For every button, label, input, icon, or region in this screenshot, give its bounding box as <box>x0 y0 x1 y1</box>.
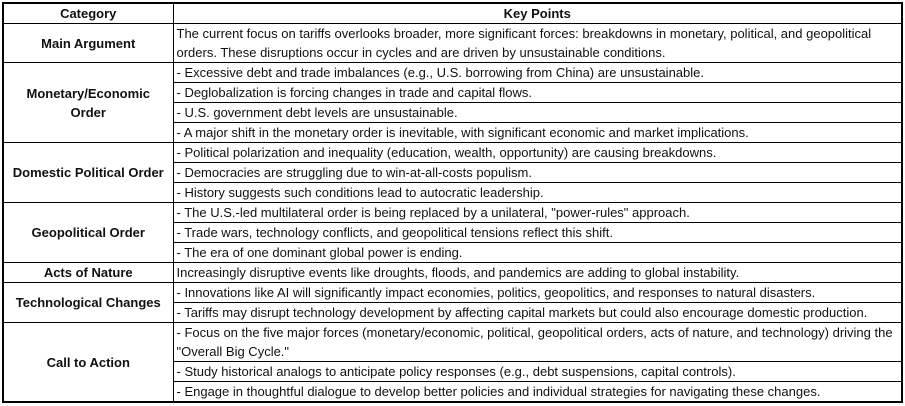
table-row: - Study historical analogs to anticipate… <box>3 361 903 382</box>
header-key-points: Key Points <box>172 2 903 24</box>
key-point-cell: - Trade wars, technology conflicts, and … <box>172 222 903 243</box>
category-cell: Technological Changes <box>2 282 174 323</box>
category-cell: Call to Action <box>2 322 174 403</box>
key-point-cell: - History suggests such conditions lead … <box>172 182 903 203</box>
key-point-cell: - A major shift in the monetary order is… <box>172 122 903 143</box>
key-point-cell: The current focus on tariffs overlooks b… <box>172 23 903 63</box>
key-point-cell: - Democracies are struggling due to win-… <box>172 162 903 183</box>
key-point-cell: Increasingly disruptive events like drou… <box>172 262 903 283</box>
key-point-cell: - Focus on the five major forces (moneta… <box>172 322 903 362</box>
header-row: Category Key Points <box>2 2 903 24</box>
category-cell: Monetary/Economic Order <box>2 62 174 143</box>
table-row: Monetary/Economic Order - Excessive debt … <box>2 62 903 143</box>
table-row: Call to Action - Focus on the five major … <box>2 322 903 403</box>
key-point-cell: - Engage in thoughtful dialogue to devel… <box>172 381 903 403</box>
category-cell: Main Argument <box>2 23 174 63</box>
key-point-cell: - Study historical analogs to anticipate… <box>172 361 903 382</box>
table-row: Domestic Political Order - Political pola… <box>2 142 903 203</box>
key-point-cell: - Excessive debt and trade imbalances (e… <box>172 62 903 83</box>
category-cell: Domestic Political Order <box>2 142 174 203</box>
key-point-cell: - The U.S.-led multilateral order is bei… <box>172 202 903 223</box>
key-point-cell: - Political polarization and inequality … <box>172 142 903 163</box>
key-point-cell: - The era of one dominant global power i… <box>172 242 903 263</box>
header-category: Category <box>2 2 174 24</box>
table-row: Main Argument The current focus on tariff… <box>2 23 903 63</box>
category-cell: Acts of Nature <box>2 262 174 283</box>
table-row: - History suggests such conditions lead … <box>3 182 903 203</box>
table-row: - Engage in thoughtful dialogue to devel… <box>3 381 903 403</box>
table-row: Geopolitical Order - The U.S.-led multila… <box>2 202 903 263</box>
category-cell: Geopolitical Order <box>2 202 174 263</box>
key-point-cell: - Tariffs may disrupt technology develop… <box>172 302 903 323</box>
key-point-cell: - Deglobalization is forcing changes in … <box>172 82 903 103</box>
table-row: Acts of Nature Increasingly disruptive ev… <box>2 262 903 283</box>
table-row: Technological Changes - Innovations like … <box>2 282 903 323</box>
key-point-cell: - Innovations like AI will significantly… <box>172 282 903 303</box>
key-point-cell: - U.S. government debt levels are unsust… <box>172 102 903 123</box>
